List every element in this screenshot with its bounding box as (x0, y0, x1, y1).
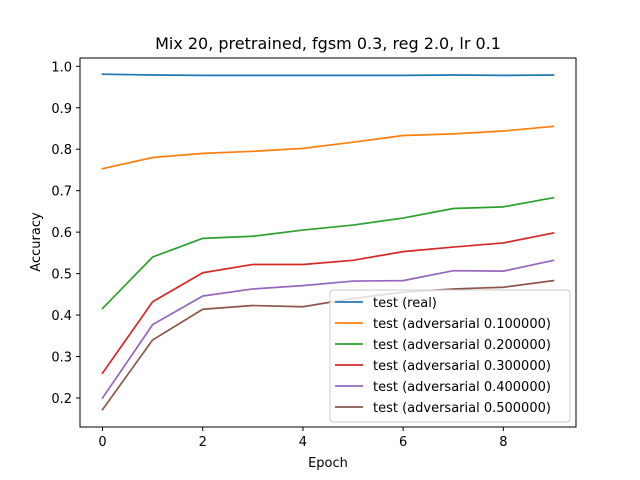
series-line-3 (101, 231, 555, 375)
plot-content (101, 73, 555, 411)
legend-entry-1: test (adversarial 0.100000) (373, 317, 551, 332)
y-tick-label: 0.5 (51, 268, 72, 283)
x-tick-label: 2 (199, 435, 207, 450)
series-line-1 (101, 125, 555, 170)
y-tick-label: 1.0 (51, 60, 72, 75)
series-line-5 (101, 279, 555, 411)
y-tick-label: 0.9 (51, 102, 72, 117)
legend-entry-4: test (adversarial 0.400000) (373, 380, 551, 395)
legend-entry-3: test (adversarial 0.300000) (373, 359, 551, 374)
y-tick-label: 0.4 (51, 309, 72, 324)
legend-entry-2: test (adversarial 0.200000) (373, 338, 551, 353)
y-tick-label: 0.2 (51, 392, 72, 407)
x-tick-label: 0 (98, 435, 106, 450)
chart-title: Mix 20, pretrained, fgsm 0.3, reg 2.0, l… (155, 34, 501, 53)
series-line-4 (101, 259, 555, 400)
y-axis-label: Accuracy (29, 212, 44, 272)
legend-box (329, 289, 571, 423)
y-tick-label: 0.6 (51, 226, 72, 241)
legend-entry-0: test (real) (373, 296, 437, 311)
y-tick-label: 0.8 (51, 143, 72, 158)
y-tick-label: 0.7 (51, 185, 72, 200)
x-axis-label: Epoch (308, 456, 348, 471)
x-tick-label: 4 (299, 435, 307, 450)
series-line-0 (101, 73, 555, 77)
x-tick-label: 6 (399, 435, 407, 450)
x-tick-label: 8 (499, 435, 507, 450)
legend-entry-5: test (adversarial 0.500000) (373, 401, 551, 416)
axis-ticks: 0 2 4 6 8 0.2 0.3 0.4 0.5 0.6 0.7 0.8 0.9 1.0 (51, 60, 507, 450)
plot-frame (79, 57, 577, 428)
y-tick-label: 0.3 (51, 351, 72, 366)
series-line-2 (101, 196, 555, 310)
legend: test (real) test (adversarial 0.100000) te… (329, 289, 571, 423)
